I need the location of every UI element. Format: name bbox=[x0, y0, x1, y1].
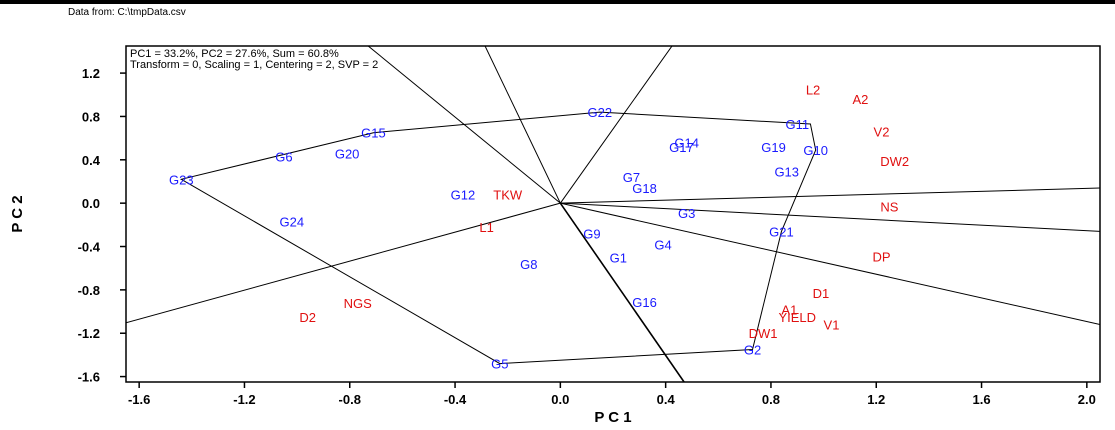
x-tick-label: 0.0 bbox=[551, 392, 569, 407]
plot-frame bbox=[125, 45, 1101, 383]
x-tick-label: -1.6 bbox=[128, 392, 150, 407]
trait-label-l2: L2 bbox=[806, 82, 820, 97]
y-tick-label: 0.4 bbox=[82, 153, 101, 168]
genotype-label-g14: G14 bbox=[674, 135, 699, 150]
genotype-label-g2: G2 bbox=[744, 342, 761, 357]
trait-label-yield: YIELD bbox=[778, 310, 816, 325]
biplot-lines bbox=[126, 46, 1100, 382]
trait-label-dw1: DW1 bbox=[749, 326, 778, 341]
genotype-label-g18: G18 bbox=[632, 181, 657, 196]
trait-label-a2: A2 bbox=[852, 92, 868, 107]
y-tick-label: -0.8 bbox=[78, 283, 100, 298]
genotype-label-g22: G22 bbox=[588, 105, 613, 120]
trait-label-l1: L1 bbox=[479, 220, 493, 235]
genotype-label-g20: G20 bbox=[335, 146, 360, 161]
genotype-label-g5: G5 bbox=[491, 357, 508, 372]
y-tick-label: -1.2 bbox=[78, 326, 100, 341]
x-tick-label: -1.2 bbox=[233, 392, 255, 407]
sector-ray-6 bbox=[560, 187, 1100, 204]
axis-ticks: -1.6 -1.2 -0.8 -0.4 0.0 0.4 0.8 1.2 1.6 2.0 1.2 0.8… bbox=[78, 66, 1096, 407]
sector-ray-heavy bbox=[559, 202, 685, 382]
sector-ray-3 bbox=[126, 202, 561, 324]
genotype-label-g8: G8 bbox=[520, 257, 537, 272]
genotype-label-g21: G21 bbox=[769, 224, 794, 239]
trait-label-ngs: NGS bbox=[344, 296, 373, 311]
y-axis-title: P C 2 bbox=[9, 195, 26, 232]
sector-ray-1 bbox=[484, 46, 561, 204]
sector-ray-8 bbox=[367, 46, 561, 204]
sector-ray-4 bbox=[560, 202, 1100, 326]
trait-label-v1: V1 bbox=[824, 318, 840, 333]
genotype-label-g19: G19 bbox=[761, 140, 786, 155]
data-source-note: Data from: C:\tmpData.csv bbox=[68, 7, 186, 18]
info-line-1: PC1 = 33.2%, PC2 = 27.6%, Sum = 60.8% bbox=[130, 48, 339, 60]
genotype-label-g6: G6 bbox=[275, 150, 292, 165]
genotype-label-g11: G11 bbox=[785, 117, 809, 132]
trait-label-tkw: TKW bbox=[493, 187, 523, 202]
genotype-label-g15: G15 bbox=[361, 126, 386, 141]
point-labels: G1 G2 G3 G4 G5 G6 G7 G8 G9 G10 G11 G12 G13 G14 G15 G16 G… bbox=[169, 82, 909, 371]
x-tick-label: 2.0 bbox=[1078, 392, 1096, 407]
genotype-label-g3: G3 bbox=[678, 206, 695, 221]
trait-label-d1: D1 bbox=[813, 286, 830, 301]
trait-label-dw2: DW2 bbox=[880, 154, 909, 169]
genotype-label-g4: G4 bbox=[654, 237, 671, 252]
x-tick-label: 1.2 bbox=[867, 392, 885, 407]
sector-ray-5 bbox=[560, 202, 1100, 232]
y-tick-label: 0.8 bbox=[82, 109, 100, 124]
y-tick-label: 1.2 bbox=[82, 66, 100, 81]
genotype-label-g24: G24 bbox=[280, 215, 305, 230]
x-tick-label: -0.4 bbox=[444, 392, 467, 407]
info-line-2: Transform = 0, Scaling = 1, Centering = … bbox=[130, 59, 378, 71]
genotype-label-g17: G17 bbox=[669, 140, 694, 155]
trait-label-v2: V2 bbox=[874, 125, 890, 140]
y-tick-label: -0.4 bbox=[78, 240, 101, 255]
genotype-label-g9: G9 bbox=[583, 227, 600, 242]
convex-hull bbox=[179, 111, 817, 365]
trait-label-a1: A1 bbox=[781, 302, 797, 317]
x-axis-title: P C 1 bbox=[594, 409, 631, 426]
x-tick-label: 1.6 bbox=[973, 392, 991, 407]
genotype-label-g10: G10 bbox=[803, 143, 828, 158]
trait-label-d2: D2 bbox=[299, 310, 316, 325]
x-tick-label: 0.4 bbox=[657, 392, 676, 407]
genotype-label-g1: G1 bbox=[610, 250, 627, 265]
y-tick-label: 0.0 bbox=[82, 196, 100, 211]
trait-label-ns: NS bbox=[880, 199, 898, 214]
top-border bbox=[0, 0, 1115, 4]
sector-ray-2 bbox=[559, 46, 673, 204]
trait-label-dp: DP bbox=[872, 249, 890, 264]
genotype-label-g23: G23 bbox=[169, 172, 194, 187]
genotype-label-g12: G12 bbox=[451, 187, 476, 202]
genotype-label-g7: G7 bbox=[623, 170, 640, 185]
x-tick-label: 0.8 bbox=[762, 392, 780, 407]
genotype-label-g16: G16 bbox=[632, 295, 657, 310]
y-tick-label: -1.6 bbox=[78, 370, 100, 385]
x-tick-label: -0.8 bbox=[339, 392, 361, 407]
genotype-label-g13: G13 bbox=[774, 165, 799, 180]
